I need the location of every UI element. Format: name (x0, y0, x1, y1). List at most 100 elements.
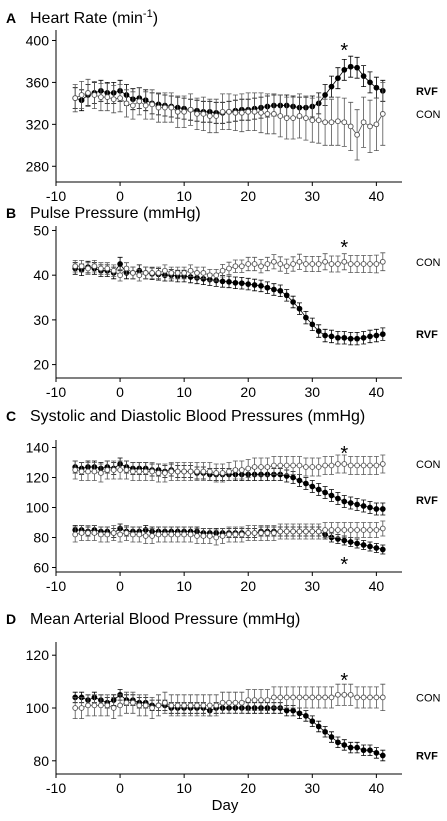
data-point (360, 462, 367, 469)
x-axis-label: Day (212, 797, 239, 814)
data-point (123, 467, 130, 473)
data-point (322, 119, 328, 126)
data-point (226, 265, 232, 272)
data-point (219, 699, 226, 706)
data-point (335, 495, 341, 502)
data-point (110, 705, 117, 711)
data-point (283, 707, 290, 714)
data-point (379, 525, 386, 532)
data-point (296, 305, 303, 312)
data-point (168, 270, 175, 276)
data-point (155, 702, 162, 709)
data-point (194, 111, 200, 117)
data-point (354, 527, 360, 533)
x-tick-label: 0 (116, 780, 124, 796)
data-point (142, 533, 149, 539)
data-point (354, 501, 360, 508)
data-point (360, 334, 367, 341)
data-point (245, 281, 252, 287)
data-point (123, 265, 130, 272)
significance-star: * (340, 237, 348, 259)
data-point (232, 263, 239, 270)
data-point (360, 73, 367, 79)
series-label: CON (416, 257, 441, 269)
y-tick-label: 100 (26, 700, 50, 716)
data-point (232, 467, 239, 473)
data-point (238, 531, 245, 538)
data-point (367, 504, 373, 511)
data-point (219, 108, 226, 115)
data-point (174, 270, 181, 276)
data-point (181, 108, 187, 115)
data-point (174, 702, 181, 709)
x-tick-label: 40 (369, 780, 385, 796)
data-point (213, 113, 220, 119)
data-point (360, 261, 367, 267)
panel-a: A Heart Rate (min-1) 280 320 360 400 -10 0 10 20 3… (6, 8, 441, 204)
data-point (379, 111, 386, 117)
data-point (181, 702, 187, 709)
data-point (315, 486, 322, 493)
data-point (85, 468, 91, 475)
y-tick-label: 40 (33, 267, 49, 283)
y-tick-label: 360 (26, 74, 50, 90)
data-point (226, 531, 232, 538)
x-tick-label: -10 (46, 384, 66, 400)
data-point (271, 530, 277, 536)
data-point (315, 464, 322, 470)
data-point (264, 261, 271, 267)
data-point (322, 462, 328, 469)
x-tick-label: 20 (240, 780, 256, 796)
data-point (367, 694, 373, 701)
data-point (110, 530, 117, 536)
data-point (277, 113, 284, 119)
data-point (142, 102, 149, 109)
data-point (303, 115, 309, 121)
y-tick-label: 120 (26, 647, 50, 663)
panel-letter: C (6, 408, 16, 424)
data-point (187, 267, 194, 274)
data-point (347, 462, 354, 469)
data-point (341, 498, 348, 505)
data-point (98, 702, 104, 709)
data-point (110, 267, 117, 274)
data-point (290, 115, 296, 121)
data-point (303, 694, 309, 701)
data-point (277, 462, 284, 469)
data-point (245, 261, 252, 267)
series-label: CON (416, 459, 441, 471)
data-point (373, 462, 380, 469)
data-point (258, 263, 264, 270)
data-point (277, 694, 284, 701)
data-point (315, 261, 322, 267)
data-point (328, 694, 335, 701)
x-tick-label: -10 (46, 578, 66, 594)
data-point (117, 95, 123, 101)
data-point (98, 94, 104, 100)
data-point (162, 267, 168, 274)
data-point (309, 464, 316, 470)
data-point (104, 94, 111, 100)
data-point (296, 258, 303, 265)
data-point (187, 106, 194, 113)
data-point (309, 694, 316, 701)
data-point (373, 527, 380, 533)
data-point (232, 531, 239, 538)
data-point (322, 332, 328, 339)
y-tick-label: 30 (33, 312, 49, 328)
data-point (226, 108, 232, 115)
data-point (264, 530, 271, 536)
data-point (328, 462, 335, 469)
data-point (168, 104, 175, 111)
data-point (341, 691, 348, 698)
data-point (309, 718, 316, 725)
data-point (347, 744, 354, 751)
data-point (251, 261, 258, 267)
panel-title: Mean Arterial Blood Pressure (mmHg) (30, 611, 300, 628)
data-point (219, 267, 226, 274)
significance-star: * (340, 40, 348, 62)
data-point (258, 530, 264, 536)
panel-d: D Mean Arterial Blood Pressure (mmHg) 80 10… (6, 611, 441, 796)
data-point (206, 533, 213, 539)
data-point (367, 527, 373, 533)
